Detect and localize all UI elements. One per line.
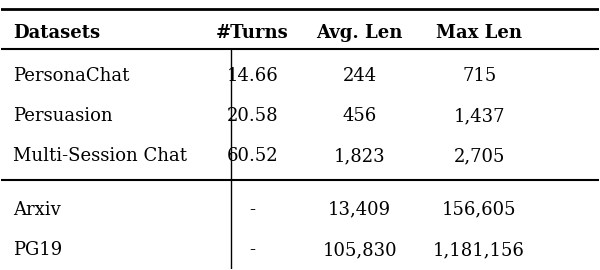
Text: 2,705: 2,705 bbox=[454, 147, 505, 166]
Text: 244: 244 bbox=[343, 67, 377, 85]
Text: 156,605: 156,605 bbox=[442, 201, 517, 219]
Text: PersonaChat: PersonaChat bbox=[13, 67, 130, 85]
Text: Arxiv: Arxiv bbox=[13, 201, 61, 219]
Text: 1,437: 1,437 bbox=[454, 107, 505, 125]
Text: 1,823: 1,823 bbox=[334, 147, 386, 166]
Text: 60.52: 60.52 bbox=[226, 147, 278, 166]
Text: Datasets: Datasets bbox=[13, 25, 100, 42]
Text: 14.66: 14.66 bbox=[226, 67, 278, 85]
Text: Persuasion: Persuasion bbox=[13, 107, 113, 125]
Text: 105,830: 105,830 bbox=[322, 241, 397, 259]
Text: Avg. Len: Avg. Len bbox=[317, 25, 403, 42]
Text: 20.58: 20.58 bbox=[226, 107, 278, 125]
Text: Max Len: Max Len bbox=[436, 25, 522, 42]
Text: 456: 456 bbox=[343, 107, 377, 125]
Text: 1,181,156: 1,181,156 bbox=[433, 241, 525, 259]
Text: 715: 715 bbox=[462, 67, 496, 85]
Text: 13,409: 13,409 bbox=[328, 201, 391, 219]
Text: #Turns: #Turns bbox=[216, 25, 289, 42]
Text: PG19: PG19 bbox=[13, 241, 62, 259]
Text: Multi-Session Chat: Multi-Session Chat bbox=[13, 147, 187, 166]
Text: -: - bbox=[249, 241, 255, 259]
Text: -: - bbox=[249, 201, 255, 219]
